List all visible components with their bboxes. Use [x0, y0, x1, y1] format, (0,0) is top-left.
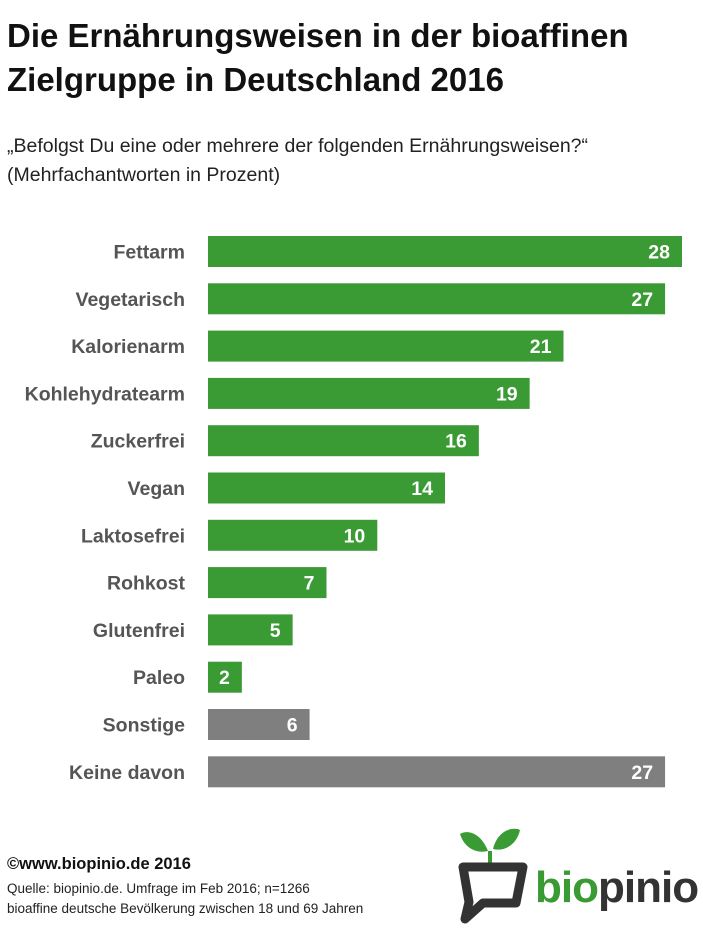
- category-label-laktosefrei: Laktosefrei: [81, 525, 185, 547]
- source-line-1: Quelle: biopinio.de. Umfrage im Feb 2016…: [7, 881, 310, 896]
- category-label-vegan: Vegan: [128, 478, 185, 500]
- logo-icon: [458, 828, 528, 924]
- subtitle-note: (Mehrfachantworten in Prozent): [7, 164, 281, 186]
- bar-glutenfrei: [208, 614, 293, 646]
- value-label-kohlehydratearm: 19: [496, 383, 518, 405]
- bar-zuckerfrei: [208, 425, 479, 457]
- biopinio-logo: biopinio: [455, 825, 699, 925]
- category-label-kalorienarm: Kalorienarm: [71, 336, 185, 358]
- logo-wordmark: biopinio: [535, 863, 699, 912]
- value-label-zuckerfrei: 16: [445, 431, 467, 453]
- category-label-glutenfrei: Glutenfrei: [93, 620, 185, 642]
- category-label-keine-davon: Keine davon: [69, 762, 185, 784]
- bar-kalorienarm: [208, 330, 564, 362]
- source-line-2: bioaffine deutsche Bevölkerung zwischen …: [7, 901, 364, 916]
- category-label-kohlehydratearm: Kohlehydratearm: [25, 383, 185, 405]
- value-label-vegan: 14: [411, 478, 433, 500]
- bar-vegetarisch: [208, 283, 666, 315]
- copyright-text: ©www.biopinio.de 2016: [7, 855, 191, 873]
- bar-sonstige: [208, 709, 310, 740]
- bar-keine-davon: [208, 756, 666, 788]
- category-label-fettarm: Fettarm: [113, 242, 185, 264]
- bar-rohkost: [208, 567, 327, 599]
- category-label-vegetarisch: Vegetarisch: [76, 289, 185, 311]
- value-label-sonstige: 6: [287, 715, 298, 737]
- chart-title: Die Ernährungsweisen in der bioaffinen Z…: [7, 17, 629, 98]
- value-label-paleo: 2: [219, 667, 230, 689]
- bar-laktosefrei: [208, 519, 378, 551]
- value-label-vegetarisch: 27: [631, 289, 653, 311]
- category-label-zuckerfrei: Zuckerfrei: [91, 431, 185, 453]
- source-text: Quelle: biopinio.de. Umfrage im Feb 2016…: [7, 879, 363, 919]
- bar-fettarm: [208, 236, 682, 267]
- chart-subtitle: „Befolgst Du eine oder mehrere der folge…: [7, 132, 697, 190]
- bar-vegan: [208, 472, 445, 504]
- value-label-fettarm: 28: [648, 242, 670, 264]
- value-label-glutenfrei: 5: [270, 620, 281, 642]
- value-label-laktosefrei: 10: [344, 525, 366, 547]
- category-label-paleo: Paleo: [133, 667, 185, 689]
- value-label-rohkost: 7: [304, 573, 315, 595]
- subtitle-question: „Befolgst Du eine oder mehrere der folge…: [7, 135, 589, 157]
- value-label-keine-davon: 27: [631, 762, 653, 784]
- bar-paleo: [208, 661, 242, 693]
- category-label-sonstige: Sonstige: [103, 715, 185, 737]
- value-label-kalorienarm: 21: [530, 336, 552, 358]
- category-label-rohkost: Rohkost: [107, 573, 186, 595]
- bar-kohlehydratearm: [208, 377, 530, 409]
